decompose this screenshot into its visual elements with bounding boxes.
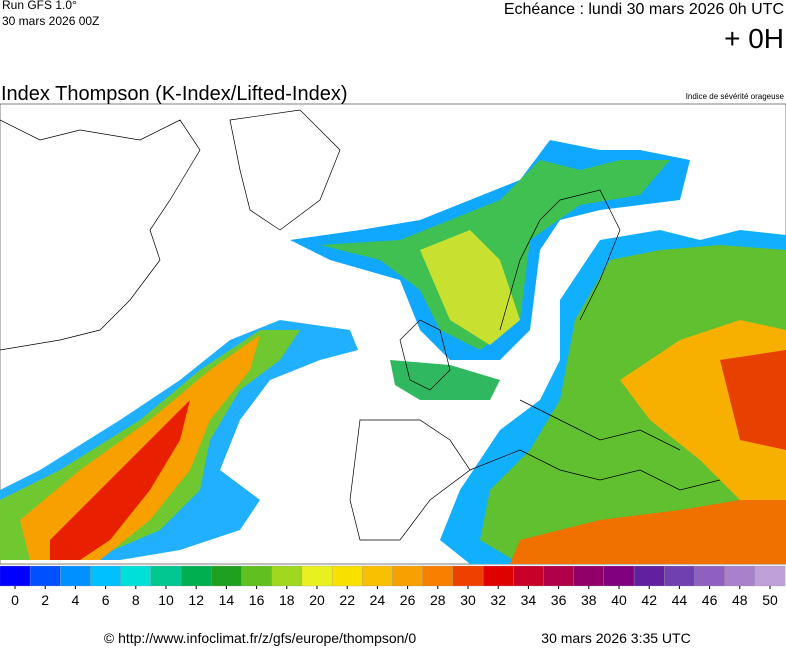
- legend-label: 34: [521, 592, 537, 608]
- legend: 0 2 4 6 8 10 12 14 16 18 20 22 24 26 28 30 32 34 36 38 40 42 4…: [0, 565, 786, 608]
- legend-swatch: [603, 565, 635, 587]
- legend-label: 40: [611, 592, 627, 608]
- legend-label: 20: [309, 592, 325, 608]
- legend-swatch: [150, 565, 182, 587]
- legend-swatch: [0, 565, 31, 587]
- legend-label: 14: [219, 592, 235, 608]
- legend-label: 4: [72, 592, 80, 608]
- legend-swatch: [241, 565, 272, 587]
- run-label: Run GFS 1.0°: [2, 0, 77, 12]
- legend-swatch: [422, 565, 454, 587]
- legend-swatch: [633, 565, 665, 587]
- map: [0, 103, 786, 565]
- legend-label: 42: [641, 592, 657, 608]
- legend-swatch: [452, 565, 484, 587]
- legend-label: 48: [732, 592, 748, 608]
- legend-label: 26: [400, 592, 416, 608]
- legend-swatch: [90, 565, 121, 587]
- legend-swatch: [513, 565, 544, 587]
- footer-url: © http://www.infoclimat.fr/z/gfs/europe/…: [104, 630, 416, 646]
- legend-label: 50: [762, 592, 778, 608]
- legend-label: 8: [132, 592, 140, 608]
- map-title: Index Thompson (K-Index/Lifted-Index): [1, 83, 347, 105]
- legend-label: 32: [490, 592, 506, 608]
- footer-date: 30 mars 2026 3:35 UTC: [541, 630, 690, 646]
- legend-swatch: [29, 565, 61, 587]
- legend-label: 10: [158, 592, 174, 608]
- legend-swatch: [301, 565, 333, 587]
- lead-time: + 0H: [724, 23, 784, 54]
- legend-label: 44: [672, 592, 688, 608]
- legend-label: 24: [370, 592, 386, 608]
- run-date: 30 mars 2026 00Z: [2, 14, 99, 28]
- legend-label: 18: [279, 592, 295, 608]
- legend-swatch: [60, 565, 91, 587]
- legend-label: 22: [339, 592, 355, 608]
- legend-swatch: [664, 565, 695, 587]
- legend-swatch: [331, 565, 363, 587]
- legend-label: 16: [249, 592, 265, 608]
- legend-swatch: [271, 565, 303, 587]
- legend-swatch: [180, 565, 212, 587]
- legend-swatch: [694, 565, 725, 587]
- legend-swatch: [754, 565, 786, 587]
- legend-label: 6: [102, 592, 110, 608]
- legend-swatch: [392, 565, 423, 587]
- legend-swatch: [362, 565, 393, 587]
- legend-label: 2: [41, 592, 49, 608]
- legend-swatch: [573, 565, 605, 587]
- legend-label: 12: [188, 592, 204, 608]
- legend-label: 46: [702, 592, 718, 608]
- legend-label: 36: [551, 592, 567, 608]
- legend-label: 30: [460, 592, 476, 608]
- valid-time: Echéance : lundi 30 mars 2026 0h UTC: [504, 1, 784, 18]
- legend-label: 0: [11, 592, 19, 608]
- legend-swatch: [724, 565, 756, 587]
- legend-swatch: [543, 565, 574, 587]
- legend-swatch: [482, 565, 514, 587]
- legend-label: 28: [430, 592, 446, 608]
- legend-swatch: [211, 565, 242, 587]
- legend-swatch: [120, 565, 152, 587]
- map-subtitle: Indice de sévérité orageuse: [686, 92, 785, 101]
- legend-label: 38: [581, 592, 597, 608]
